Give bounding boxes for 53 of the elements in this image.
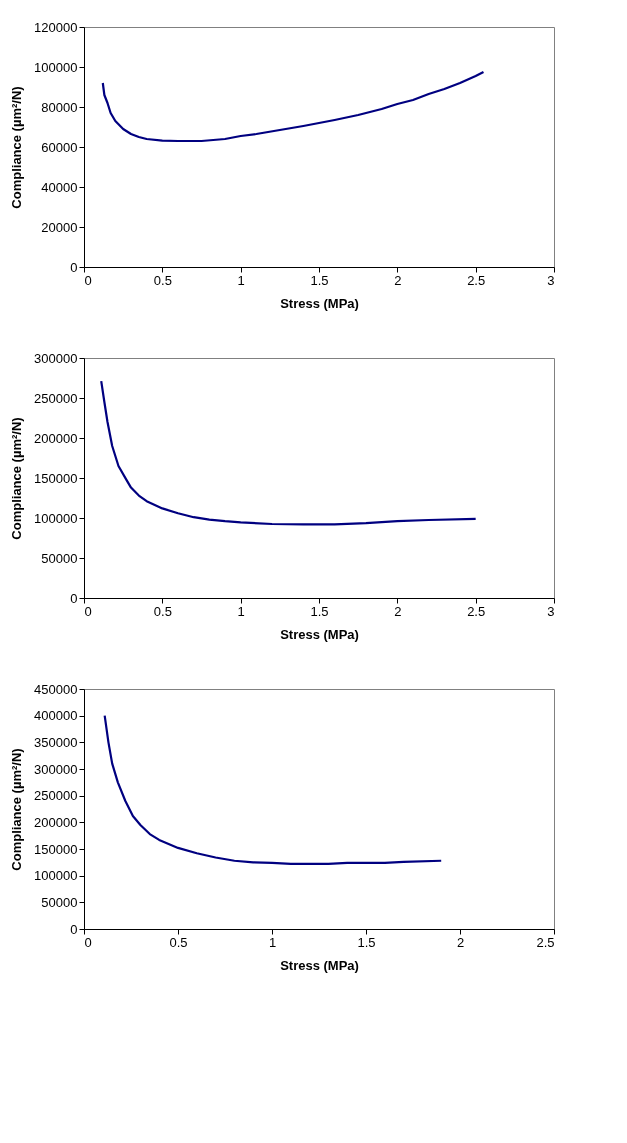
y-axis-title: Compliance (µm²/N) (9, 86, 25, 209)
x-tick-label: 3 (547, 272, 555, 288)
y-tick-label: 40000 (41, 179, 78, 195)
x-tick-label: 1.5 (357, 934, 376, 950)
line-series (100, 380, 477, 526)
y-tick-label: 200000 (34, 430, 78, 446)
x-tick-label: 0.5 (153, 272, 172, 288)
x-tick-label: 0.5 (153, 603, 172, 619)
y-tick-label: 20000 (41, 219, 78, 235)
y-tick-label: 100000 (34, 868, 78, 884)
x-tick-label: 0 (84, 272, 92, 288)
y-axis-title: Compliance (µm²/N) (9, 748, 25, 871)
y-tick-label: 350000 (34, 734, 78, 750)
x-tick-label: 3 (547, 603, 555, 619)
x-tick-label: 2.5 (467, 603, 486, 619)
x-tick-label: 0 (84, 934, 92, 950)
x-tick-label: 2 (394, 603, 402, 619)
y-tick-label: 120000 (34, 19, 78, 35)
x-tick-label: 2.5 (536, 934, 555, 950)
x-tick-label: 2.5 (467, 272, 486, 288)
y-tick-label: 300000 (34, 761, 78, 777)
x-tick-label: 0.5 (169, 934, 188, 950)
line-series (101, 70, 485, 143)
x-tick-label: 0 (84, 603, 92, 619)
y-tick-label: 250000 (34, 390, 78, 406)
y-tick-label: 150000 (34, 841, 78, 857)
x-axis-title: Stress (MPa) (280, 626, 359, 642)
y-tick-label: 100000 (34, 59, 78, 75)
y-tick-label: 0 (70, 259, 78, 275)
x-tick-label: 2 (394, 272, 402, 288)
y-tick-label: 50000 (41, 894, 78, 910)
y-tick-label: 300000 (34, 350, 78, 366)
x-tick-label: 1.5 (310, 272, 329, 288)
y-axis-title: Compliance (µm²/N) (9, 417, 25, 540)
y-tick-label: 60000 (41, 139, 78, 155)
line-series (103, 714, 443, 866)
x-tick-label: 2 (456, 934, 465, 950)
x-axis-title: Stress (MPa) (280, 295, 359, 311)
y-tick-label: 400000 (34, 708, 78, 724)
y-tick-label: 100000 (34, 510, 78, 526)
x-tick-label: 1 (268, 934, 277, 950)
x-axis-title: Stress (MPa) (280, 957, 359, 973)
y-tick-label: 450000 (34, 681, 78, 697)
x-tick-label: 1 (237, 272, 245, 288)
y-tick-label: 80000 (41, 99, 78, 115)
x-tick-label: 1.5 (310, 603, 329, 619)
y-tick-label: 200000 (34, 814, 78, 830)
y-tick-label: 150000 (34, 470, 78, 486)
y-tick-label: 0 (70, 590, 78, 606)
y-tick-label: 250000 (34, 788, 78, 804)
y-tick-label: 50000 (41, 550, 78, 566)
y-tick-label: 0 (70, 921, 78, 937)
x-tick-label: 1 (237, 603, 245, 619)
